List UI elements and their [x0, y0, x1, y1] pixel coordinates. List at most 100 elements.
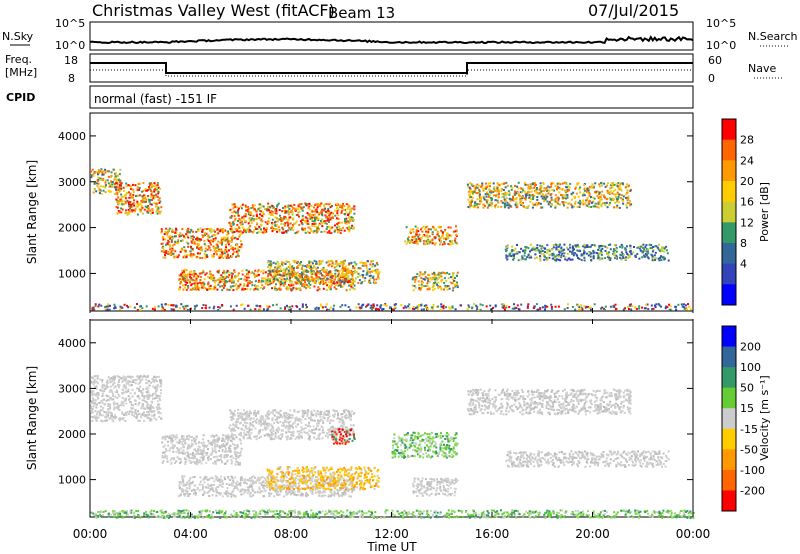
range-cell	[226, 269, 229, 272]
range-cell	[603, 194, 605, 197]
range-cell	[323, 208, 326, 211]
range-cell	[522, 201, 524, 204]
range-cell	[269, 270, 272, 273]
range-cell	[148, 384, 151, 387]
range-cell	[636, 253, 639, 255]
range-cell	[362, 276, 364, 279]
range-cell	[100, 409, 103, 411]
range-cell	[521, 191, 524, 194]
range-cell	[456, 286, 459, 289]
range-cell	[341, 304, 344, 307]
range-cell	[504, 248, 507, 251]
range-cell	[625, 203, 628, 206]
range-cell	[368, 275, 371, 277]
range-cell	[124, 379, 127, 382]
range-cell	[563, 197, 565, 199]
range-cell	[146, 210, 149, 213]
range-cell	[590, 185, 593, 188]
range-cell	[540, 195, 543, 198]
range-cell	[243, 215, 246, 218]
range-cell	[129, 192, 132, 195]
range-cell	[344, 218, 346, 220]
range-cell	[109, 407, 112, 410]
range-cell	[132, 209, 135, 212]
range-cell	[174, 240, 177, 243]
range-cell	[443, 230, 446, 233]
range-cell	[502, 307, 505, 309]
range-cell	[641, 306, 643, 309]
range-cell	[534, 190, 537, 193]
range-cell	[240, 232, 243, 235]
range-cell	[512, 197, 514, 200]
range-cell	[195, 453, 198, 456]
range-cell	[193, 279, 196, 282]
range-cell	[197, 229, 200, 232]
range-cell	[259, 305, 262, 308]
range-cell	[105, 399, 108, 402]
range-cell	[539, 307, 542, 310]
range-cell	[471, 307, 473, 310]
range-cell	[440, 229, 443, 232]
range-cell	[658, 243, 660, 246]
range-cell	[345, 222, 348, 225]
range-cell	[116, 193, 119, 196]
range-cell	[137, 194, 139, 197]
range-cell	[540, 206, 543, 209]
range-cell	[433, 281, 436, 284]
range-cell	[146, 393, 149, 396]
range-cell	[330, 279, 333, 282]
range-cell	[470, 190, 473, 193]
range-cell	[351, 207, 354, 210]
range-cell	[337, 229, 340, 232]
range-cell	[194, 272, 197, 275]
range-cell	[504, 199, 507, 202]
range-cell	[476, 306, 479, 309]
range-cell	[335, 226, 338, 229]
range-cell	[223, 270, 226, 273]
range-cell	[332, 212, 334, 215]
range-cell	[598, 200, 601, 203]
range-cell	[289, 263, 292, 266]
range-cell	[238, 227, 241, 230]
range-cell	[365, 305, 367, 308]
range-cell	[539, 187, 542, 190]
range-cell	[485, 186, 488, 189]
range-cell	[450, 282, 453, 285]
range-cell	[155, 388, 158, 391]
range-cell	[653, 254, 656, 257]
range-cell	[490, 198, 493, 201]
range-cell	[236, 286, 239, 289]
range-cell	[326, 219, 329, 222]
range-cell	[455, 225, 457, 228]
range-cell	[148, 186, 150, 189]
range-cell	[525, 246, 528, 248]
range-cell	[340, 260, 342, 263]
range-cell	[416, 305, 419, 308]
range-cell	[216, 250, 219, 253]
range-cell	[239, 205, 242, 208]
range-cell	[424, 276, 427, 279]
range-cell	[613, 248, 615, 251]
range-cell	[297, 264, 300, 267]
range-cell	[371, 265, 374, 268]
range-cell	[524, 249, 526, 252]
range-cell	[264, 221, 267, 224]
range-cell	[150, 212, 153, 215]
range-cell	[626, 306, 629, 308]
range-cell	[98, 303, 101, 306]
range-cell	[622, 202, 625, 205]
range-cell	[344, 304, 347, 307]
range-cell	[141, 378, 144, 381]
range-cell	[413, 308, 416, 311]
range-cell	[286, 288, 289, 291]
range-cell	[490, 202, 493, 205]
range-cell	[305, 274, 308, 277]
range-cell	[436, 230, 439, 233]
range-cell	[153, 414, 156, 417]
range-cell	[297, 230, 300, 233]
range-cell	[288, 287, 291, 290]
range-cell	[484, 182, 487, 185]
range-cell	[473, 191, 476, 193]
range-cell	[155, 394, 158, 397]
range-cell	[137, 375, 140, 378]
